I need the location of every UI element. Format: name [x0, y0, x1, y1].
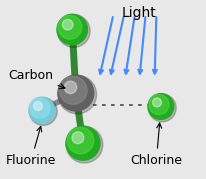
Circle shape: [149, 95, 169, 115]
Circle shape: [30, 98, 50, 118]
Text: Chlorine: Chlorine: [130, 123, 182, 167]
Circle shape: [57, 14, 88, 45]
Circle shape: [57, 14, 90, 47]
Circle shape: [66, 126, 100, 160]
Text: Light: Light: [122, 6, 157, 20]
Circle shape: [148, 94, 176, 122]
Circle shape: [62, 19, 73, 30]
Circle shape: [59, 76, 87, 104]
Text: Fluorine: Fluorine: [6, 127, 56, 167]
Circle shape: [66, 126, 103, 163]
Circle shape: [152, 98, 162, 107]
Text: Carbon: Carbon: [9, 69, 65, 89]
Circle shape: [29, 97, 55, 123]
Circle shape: [72, 132, 84, 144]
Circle shape: [67, 127, 94, 154]
Circle shape: [33, 101, 42, 110]
Circle shape: [58, 75, 94, 111]
Circle shape: [64, 81, 77, 94]
Circle shape: [58, 15, 82, 39]
Circle shape: [29, 98, 57, 125]
Circle shape: [58, 75, 97, 114]
Circle shape: [148, 94, 174, 119]
